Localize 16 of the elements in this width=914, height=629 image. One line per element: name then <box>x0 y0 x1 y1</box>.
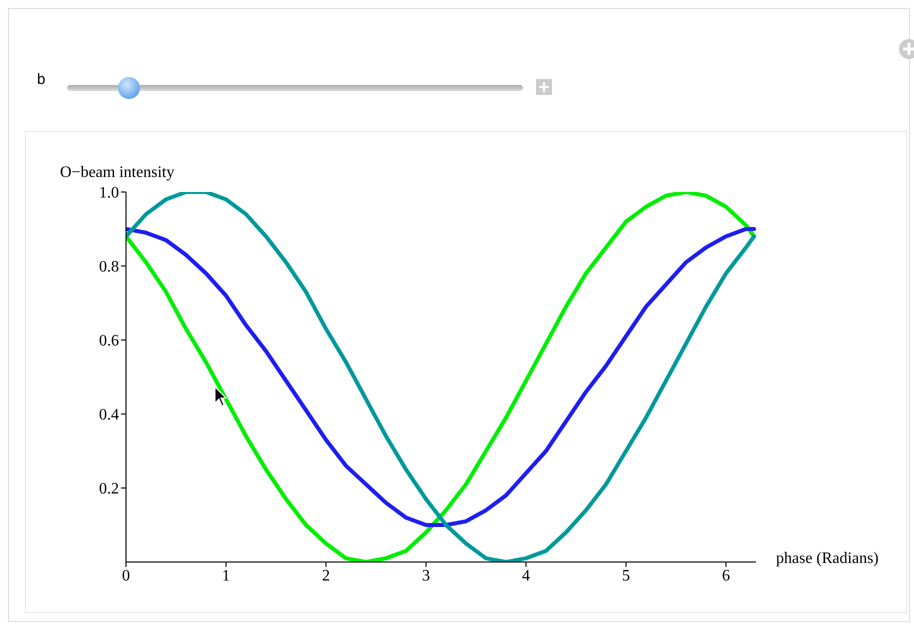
y-tick-label: 0.8 <box>99 258 119 276</box>
x-tick-label: 3 <box>422 567 430 584</box>
x-tick-label: 1 <box>222 567 230 584</box>
text: b <box>37 71 46 88</box>
y-tick-label: 0.6 <box>99 332 119 350</box>
x-tick-label: 0 <box>122 567 130 584</box>
x-tick-label: 2 <box>322 567 330 584</box>
y-tick-label: 1.0 <box>99 184 119 202</box>
x-tick-label: 6 <box>722 567 730 584</box>
line-series <box>126 227 756 527</box>
x-axis-title: phase (Radians) <box>776 550 879 568</box>
y-tick-label: 0.4 <box>99 406 119 424</box>
y-axis-title: O−beam intensity <box>60 164 174 182</box>
x-tick-label: 4 <box>522 567 530 584</box>
x-tick-label: 5 <box>622 567 630 584</box>
y-tick-label: 0.2 <box>99 480 119 498</box>
